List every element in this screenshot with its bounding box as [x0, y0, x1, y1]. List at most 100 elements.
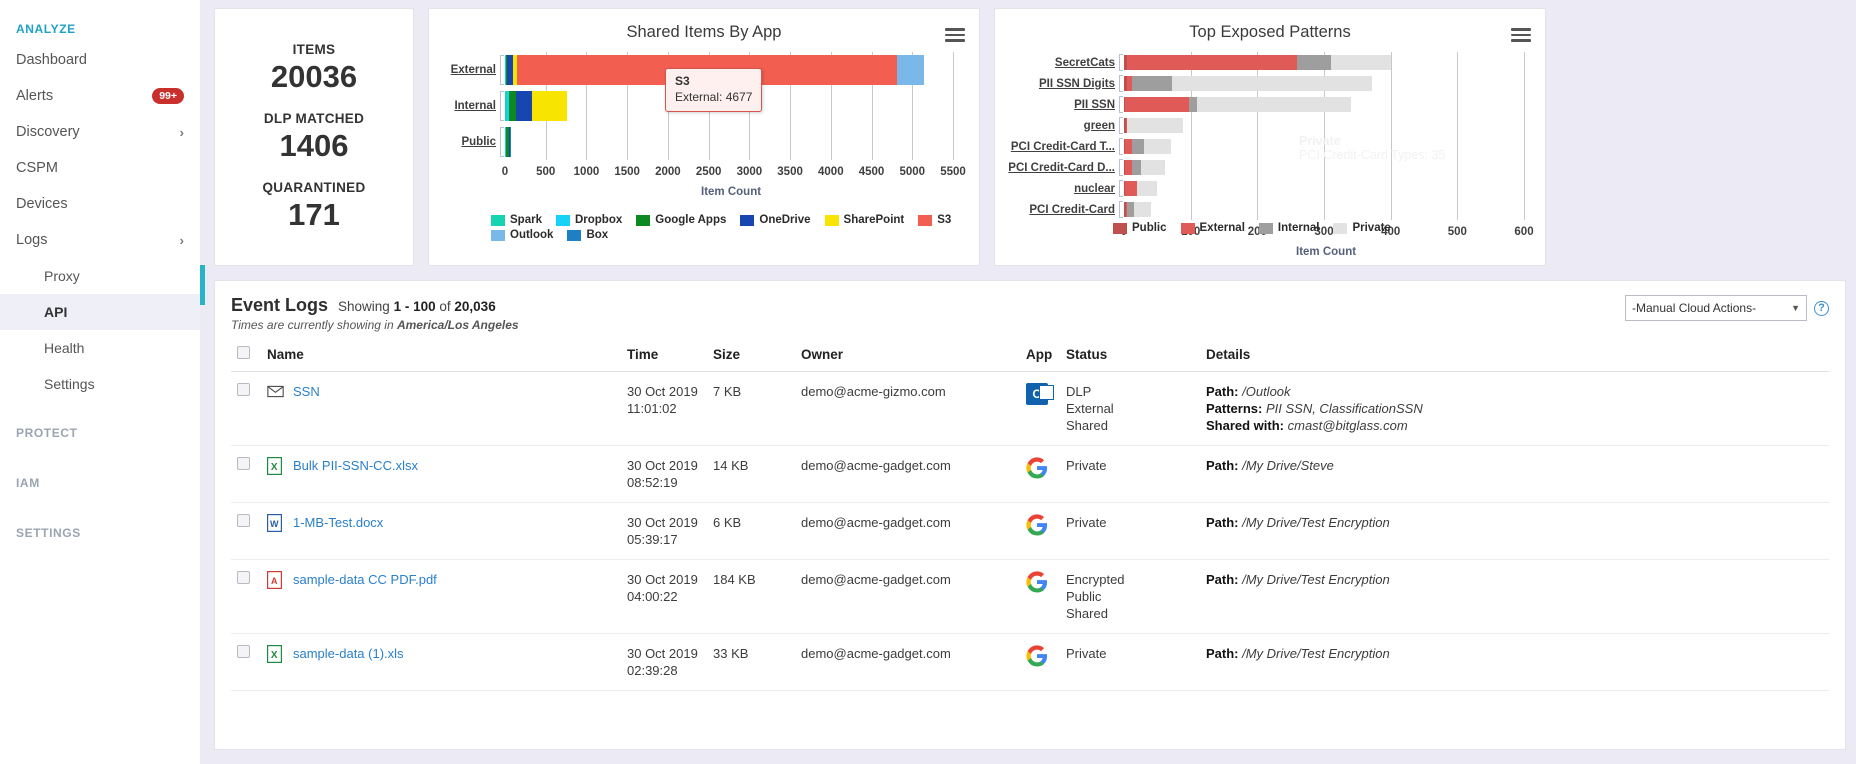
- legend-item-private[interactable]: Private: [1333, 222, 1391, 234]
- legend-item-external[interactable]: External: [1180, 222, 1245, 234]
- column-header-time[interactable]: Time: [621, 342, 707, 372]
- column-header-size[interactable]: Size: [707, 342, 795, 372]
- bar-segment-box[interactable]: [510, 127, 512, 157]
- bar-segment-private[interactable]: [1171, 76, 1372, 91]
- legend-item-outlook[interactable]: Outlook: [491, 229, 553, 241]
- file-name-link[interactable]: 1-MB-Test.docx: [293, 515, 384, 530]
- sidebar-item-alerts[interactable]: Alerts 99+: [0, 78, 200, 114]
- bar-segment-external[interactable]: [1126, 202, 1128, 217]
- bar-segment-public[interactable]: [1124, 55, 1128, 70]
- bar-segment-public[interactable]: [1124, 181, 1125, 196]
- column-header-name[interactable]: Name: [261, 342, 621, 372]
- y-axis-category-label[interactable]: PCI Credit-Card T...: [1010, 140, 1115, 153]
- legend-item-spark[interactable]: Spark: [491, 214, 542, 226]
- sidebar-item-settings[interactable]: Settings: [0, 366, 200, 402]
- bar-segment-external[interactable]: [1126, 118, 1127, 133]
- file-name-link[interactable]: Bulk PII-SSN-CC.xlsx: [293, 458, 418, 473]
- sidebar-item-cspm[interactable]: CSPM: [0, 150, 200, 186]
- stacked-bar[interactable]: [505, 55, 925, 85]
- bar-segment-external[interactable]: [1126, 76, 1132, 91]
- y-axis-category-label[interactable]: Internal: [454, 100, 496, 112]
- bar-segment-public[interactable]: [1124, 160, 1126, 175]
- bar-segment-internal[interactable]: [1131, 160, 1142, 175]
- bar-segment-google-apps[interactable]: [509, 91, 517, 121]
- legend-item-onedrive[interactable]: OneDrive: [740, 214, 811, 226]
- bar-segment-private[interactable]: [1197, 97, 1351, 112]
- row-checkbox[interactable]: [237, 645, 250, 658]
- stacked-bar[interactable]: [505, 127, 512, 157]
- sidebar-item-discovery[interactable]: Discovery ›: [0, 114, 200, 150]
- y-axis-category-label[interactable]: PII SSN: [1074, 98, 1115, 111]
- bar-segment-public[interactable]: [1124, 76, 1127, 91]
- sidebar-item-devices[interactable]: Devices: [0, 186, 200, 222]
- sidebar-item-logs[interactable]: Logs ›: [0, 222, 200, 258]
- bar-segment-internal[interactable]: [1297, 55, 1331, 70]
- bar-segment-sharepoint[interactable]: [532, 91, 568, 121]
- legend-item-dropbox[interactable]: Dropbox: [555, 214, 622, 226]
- table-row[interactable]: SSN 30 Oct 2019 11:01:02 7 KB demo@acme-giz…: [231, 371, 1829, 446]
- legend-item-google-apps[interactable]: Google Apps: [636, 214, 726, 226]
- bar-segment-private[interactable]: [1141, 160, 1165, 175]
- bar-segment-spark[interactable]: [505, 55, 506, 85]
- y-axis-category-label[interactable]: Public: [461, 136, 496, 148]
- bar-segment-internal[interactable]: [1189, 97, 1198, 112]
- legend-item-s3[interactable]: S3: [918, 214, 951, 226]
- bar-segment-dropbox[interactable]: [506, 91, 510, 121]
- y-axis-category-label[interactable]: green: [1083, 119, 1115, 132]
- bar-segment-onedrive[interactable]: [506, 55, 514, 85]
- bar-segment-external[interactable]: [1125, 160, 1132, 175]
- column-header-status[interactable]: Status: [1060, 342, 1200, 372]
- bar-segment-private[interactable]: [1143, 139, 1171, 154]
- bar-segment-external[interactable]: [1124, 97, 1190, 112]
- sidebar-item-health[interactable]: Health: [0, 330, 200, 366]
- stacked-bar[interactable]: [505, 91, 568, 121]
- sidebar-item-dashboard[interactable]: Dashboard: [0, 42, 200, 78]
- row-checkbox[interactable]: [237, 383, 250, 396]
- bar-segment-public[interactable]: [1124, 202, 1126, 217]
- stacked-bar[interactable]: [1124, 118, 1184, 133]
- y-axis-category-label[interactable]: SecretCats: [1054, 56, 1115, 69]
- bar-segment-sharepoint[interactable]: [513, 55, 517, 85]
- bar-segment-internal[interactable]: [1127, 202, 1134, 217]
- chart-menu-icon[interactable]: [945, 25, 965, 45]
- bar-segment-google-apps[interactable]: [506, 55, 507, 85]
- row-checkbox[interactable]: [237, 514, 250, 527]
- row-checkbox[interactable]: [237, 571, 250, 584]
- sidebar-item-api[interactable]: API: [0, 294, 200, 330]
- bar-segment-internal[interactable]: [1131, 139, 1144, 154]
- bar-segment-private[interactable]: [1330, 55, 1391, 70]
- row-checkbox[interactable]: [237, 457, 250, 470]
- bar-segment-spark[interactable]: [505, 91, 507, 121]
- bar-segment-outlook[interactable]: [897, 55, 925, 85]
- legend-item-public[interactable]: Public: [1113, 222, 1167, 234]
- y-axis-category-label[interactable]: External: [450, 64, 496, 76]
- bar-segment-internal[interactable]: [1131, 76, 1172, 91]
- manual-cloud-actions-select[interactable]: -Manual Cloud Actions- ▼: [1625, 295, 1807, 321]
- bar-segment-s3[interactable]: [516, 55, 898, 85]
- stacked-bar[interactable]: [1124, 97, 1351, 112]
- sidebar-item-proxy[interactable]: Proxy: [0, 258, 200, 294]
- legend-item-box[interactable]: Box: [567, 229, 608, 241]
- bar-segment-private[interactable]: [1133, 202, 1151, 217]
- y-axis-category-label[interactable]: PCI Credit-Card D...: [1008, 161, 1115, 174]
- bar-segment-external[interactable]: [1127, 55, 1298, 70]
- legend-item-internal[interactable]: Internal: [1258, 222, 1319, 234]
- y-axis-category-label[interactable]: PII SSN Digits: [1038, 77, 1115, 90]
- bar-segment-external[interactable]: [1125, 139, 1132, 154]
- bar-segment-onedrive[interactable]: [516, 91, 533, 121]
- stacked-bar[interactable]: [1124, 160, 1165, 175]
- column-header-owner[interactable]: Owner: [795, 342, 1020, 372]
- bar-segment-private[interactable]: [1126, 118, 1184, 133]
- y-axis-category-label[interactable]: nuclear: [1074, 182, 1115, 195]
- bar-segment-private[interactable]: [1136, 181, 1157, 196]
- bar-segment-public[interactable]: [1124, 97, 1125, 112]
- file-name-link[interactable]: sample-data CC PDF.pdf: [293, 572, 437, 587]
- bar-segment-external[interactable]: [1124, 181, 1137, 196]
- y-axis-category-label[interactable]: PCI Credit-Card: [1029, 203, 1115, 216]
- help-icon[interactable]: ?: [1814, 300, 1829, 316]
- table-row[interactable]: W 1-MB-Test.docx 30 Oct 2019 05:39:17 6 KB d…: [231, 502, 1829, 560]
- chart-menu-icon-2[interactable]: [1511, 25, 1531, 45]
- stacked-bar[interactable]: [1124, 76, 1372, 91]
- stacked-bar[interactable]: [1124, 139, 1171, 154]
- legend-item-sharepoint[interactable]: SharePoint: [824, 214, 904, 226]
